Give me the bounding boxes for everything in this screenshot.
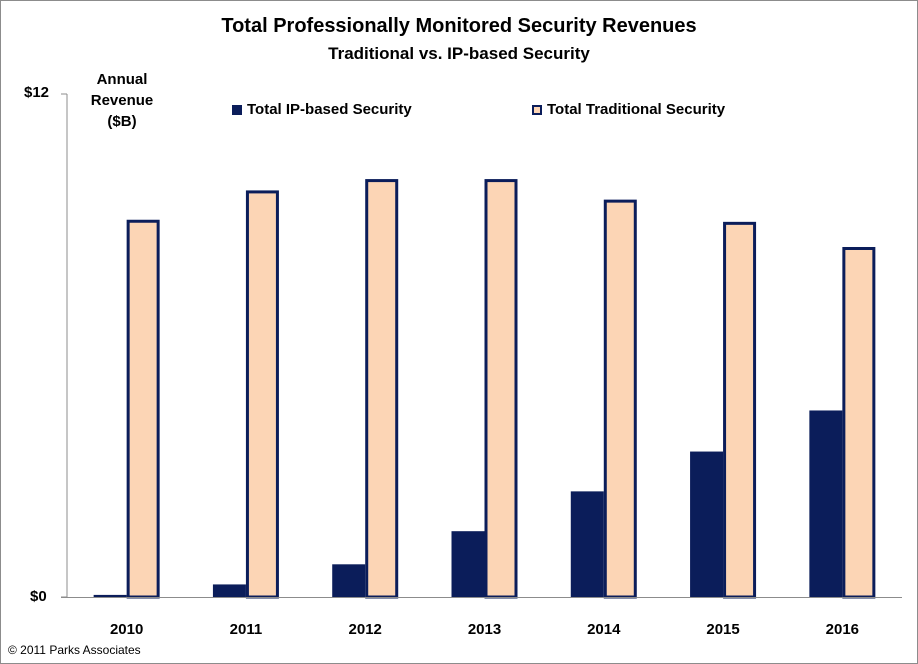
bar-ip-2015 — [690, 451, 724, 597]
y-tick-top: $12 — [24, 84, 50, 101]
chart-subtitle: Traditional vs. IP-based Security — [328, 44, 590, 63]
bar-ip-2016 — [809, 410, 843, 597]
bar-traditional-2016 — [842, 246, 876, 599]
bar-traditional-2013 — [484, 179, 518, 599]
x-tick-label-2011: 2011 — [230, 621, 263, 638]
x-tick-label-2014: 2014 — [587, 621, 621, 638]
x-tick-label-2015: 2015 — [706, 621, 739, 638]
bar-ip-2014 — [570, 491, 604, 597]
x-tick-label-2012: 2012 — [349, 621, 382, 638]
legend-item-ip: Total IP-based Security — [232, 101, 412, 118]
bar-ip-2013 — [451, 531, 485, 597]
y-tick-bottom: $0 — [30, 588, 47, 605]
chart-title: Total Professionally Monitored Security … — [221, 15, 697, 37]
legend-label-traditional: Total Traditional Security — [547, 101, 726, 118]
x-tick-label-2013: 2013 — [468, 621, 501, 638]
bar-ip-2012 — [332, 564, 366, 597]
x-tick-label-2010: 2010 — [110, 621, 143, 638]
legend-label-ip: Total IP-based Security — [247, 101, 412, 118]
bar-traditional-2014 — [603, 199, 637, 599]
legend-item-traditional: Total Traditional Security — [532, 101, 725, 118]
legend-swatch-ip — [232, 104, 242, 115]
bar-ip-2010 — [93, 594, 127, 597]
legend-swatch-traditional — [532, 104, 542, 115]
copyright-credit: © 2011 Parks Associates — [8, 643, 141, 657]
x-tick-label-2016: 2016 — [826, 621, 859, 638]
bar-traditional-2011 — [245, 190, 279, 599]
bar-ip-2011 — [212, 584, 246, 597]
bar-traditional-2012 — [365, 179, 399, 599]
y-axis-label: Annual Revenue ($B) — [90, 71, 154, 130]
bar-traditional-2015 — [723, 221, 757, 599]
bar-traditional-2010 — [126, 219, 160, 599]
